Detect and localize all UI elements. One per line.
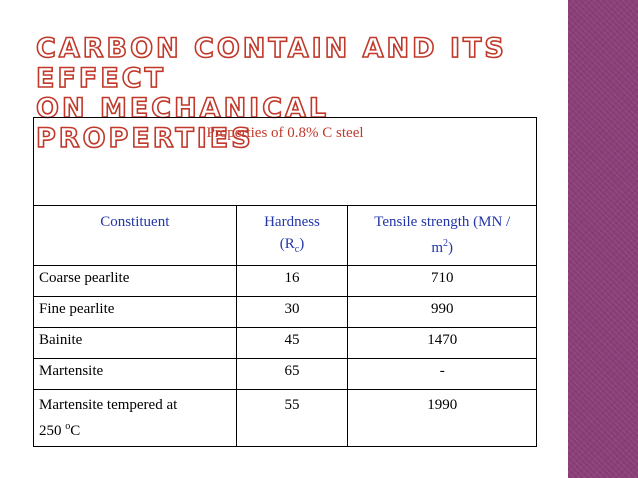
header-hardness-unit-open: (R <box>279 236 295 252</box>
header-tensile-unit: m <box>431 240 444 256</box>
decorative-side-stripe <box>568 0 638 478</box>
header-constituent: Constituent <box>33 205 237 266</box>
header-hardness-unit-close: ) <box>299 236 305 252</box>
cell-constituent: Fine pearlite <box>33 296 237 328</box>
slide-title-line-1: Carbon contain and its effect <box>35 33 507 95</box>
header-tensile-close: ) <box>448 240 454 256</box>
table-row: Martensite tempered at 250 oC 55 1990 <box>33 389 537 447</box>
cell-hardness: 30 <box>235 296 349 328</box>
header-hardness-unit-sub: c <box>294 244 300 255</box>
cell-tensile: 1990 <box>347 389 537 447</box>
cell-constituent: Martensite tempered at 250 oC <box>33 389 237 447</box>
cell-hardness: 55 <box>235 389 349 447</box>
cell-constituent-line-2: 250 <box>39 423 66 439</box>
cell-constituent-line-1: Martensite tempered at <box>39 397 178 413</box>
table-row: Coarse pearlite 16 710 <box>33 265 537 297</box>
header-hardness: Hardness (Rc) <box>235 205 349 266</box>
cell-tensile: - <box>347 358 537 390</box>
cell-hardness: 16 <box>235 265 349 297</box>
properties-table: Properties of 0.8% C steel Constituent H… <box>33 117 537 447</box>
table-caption: Properties of 0.8% C steel <box>33 117 537 206</box>
cell-constituent: Bainite <box>33 327 237 359</box>
degree-sup: o <box>65 421 71 432</box>
cell-hardness: 65 <box>235 358 349 390</box>
table-row: Fine pearlite 30 990 <box>33 296 537 328</box>
cell-hardness: 45 <box>235 327 349 359</box>
table-row: Bainite 45 1470 <box>33 327 537 359</box>
header-tensile-label: Tensile strength (MN / <box>374 214 511 230</box>
cell-tensile: 1470 <box>347 327 537 359</box>
cell-constituent: Martensite <box>33 358 237 390</box>
table-header-row: Constituent Hardness (Rc) Tensile streng… <box>33 205 537 266</box>
header-tensile: Tensile strength (MN / m2) <box>347 205 537 266</box>
cell-tensile: 710 <box>347 265 537 297</box>
cell-tensile: 990 <box>347 296 537 328</box>
degree-unit: C <box>70 423 81 439</box>
header-tensile-sup: 2 <box>443 238 449 249</box>
cell-constituent: Coarse pearlite <box>33 265 237 297</box>
table-row: Martensite 65 - <box>33 358 537 390</box>
header-hardness-label: Hardness <box>264 214 320 230</box>
